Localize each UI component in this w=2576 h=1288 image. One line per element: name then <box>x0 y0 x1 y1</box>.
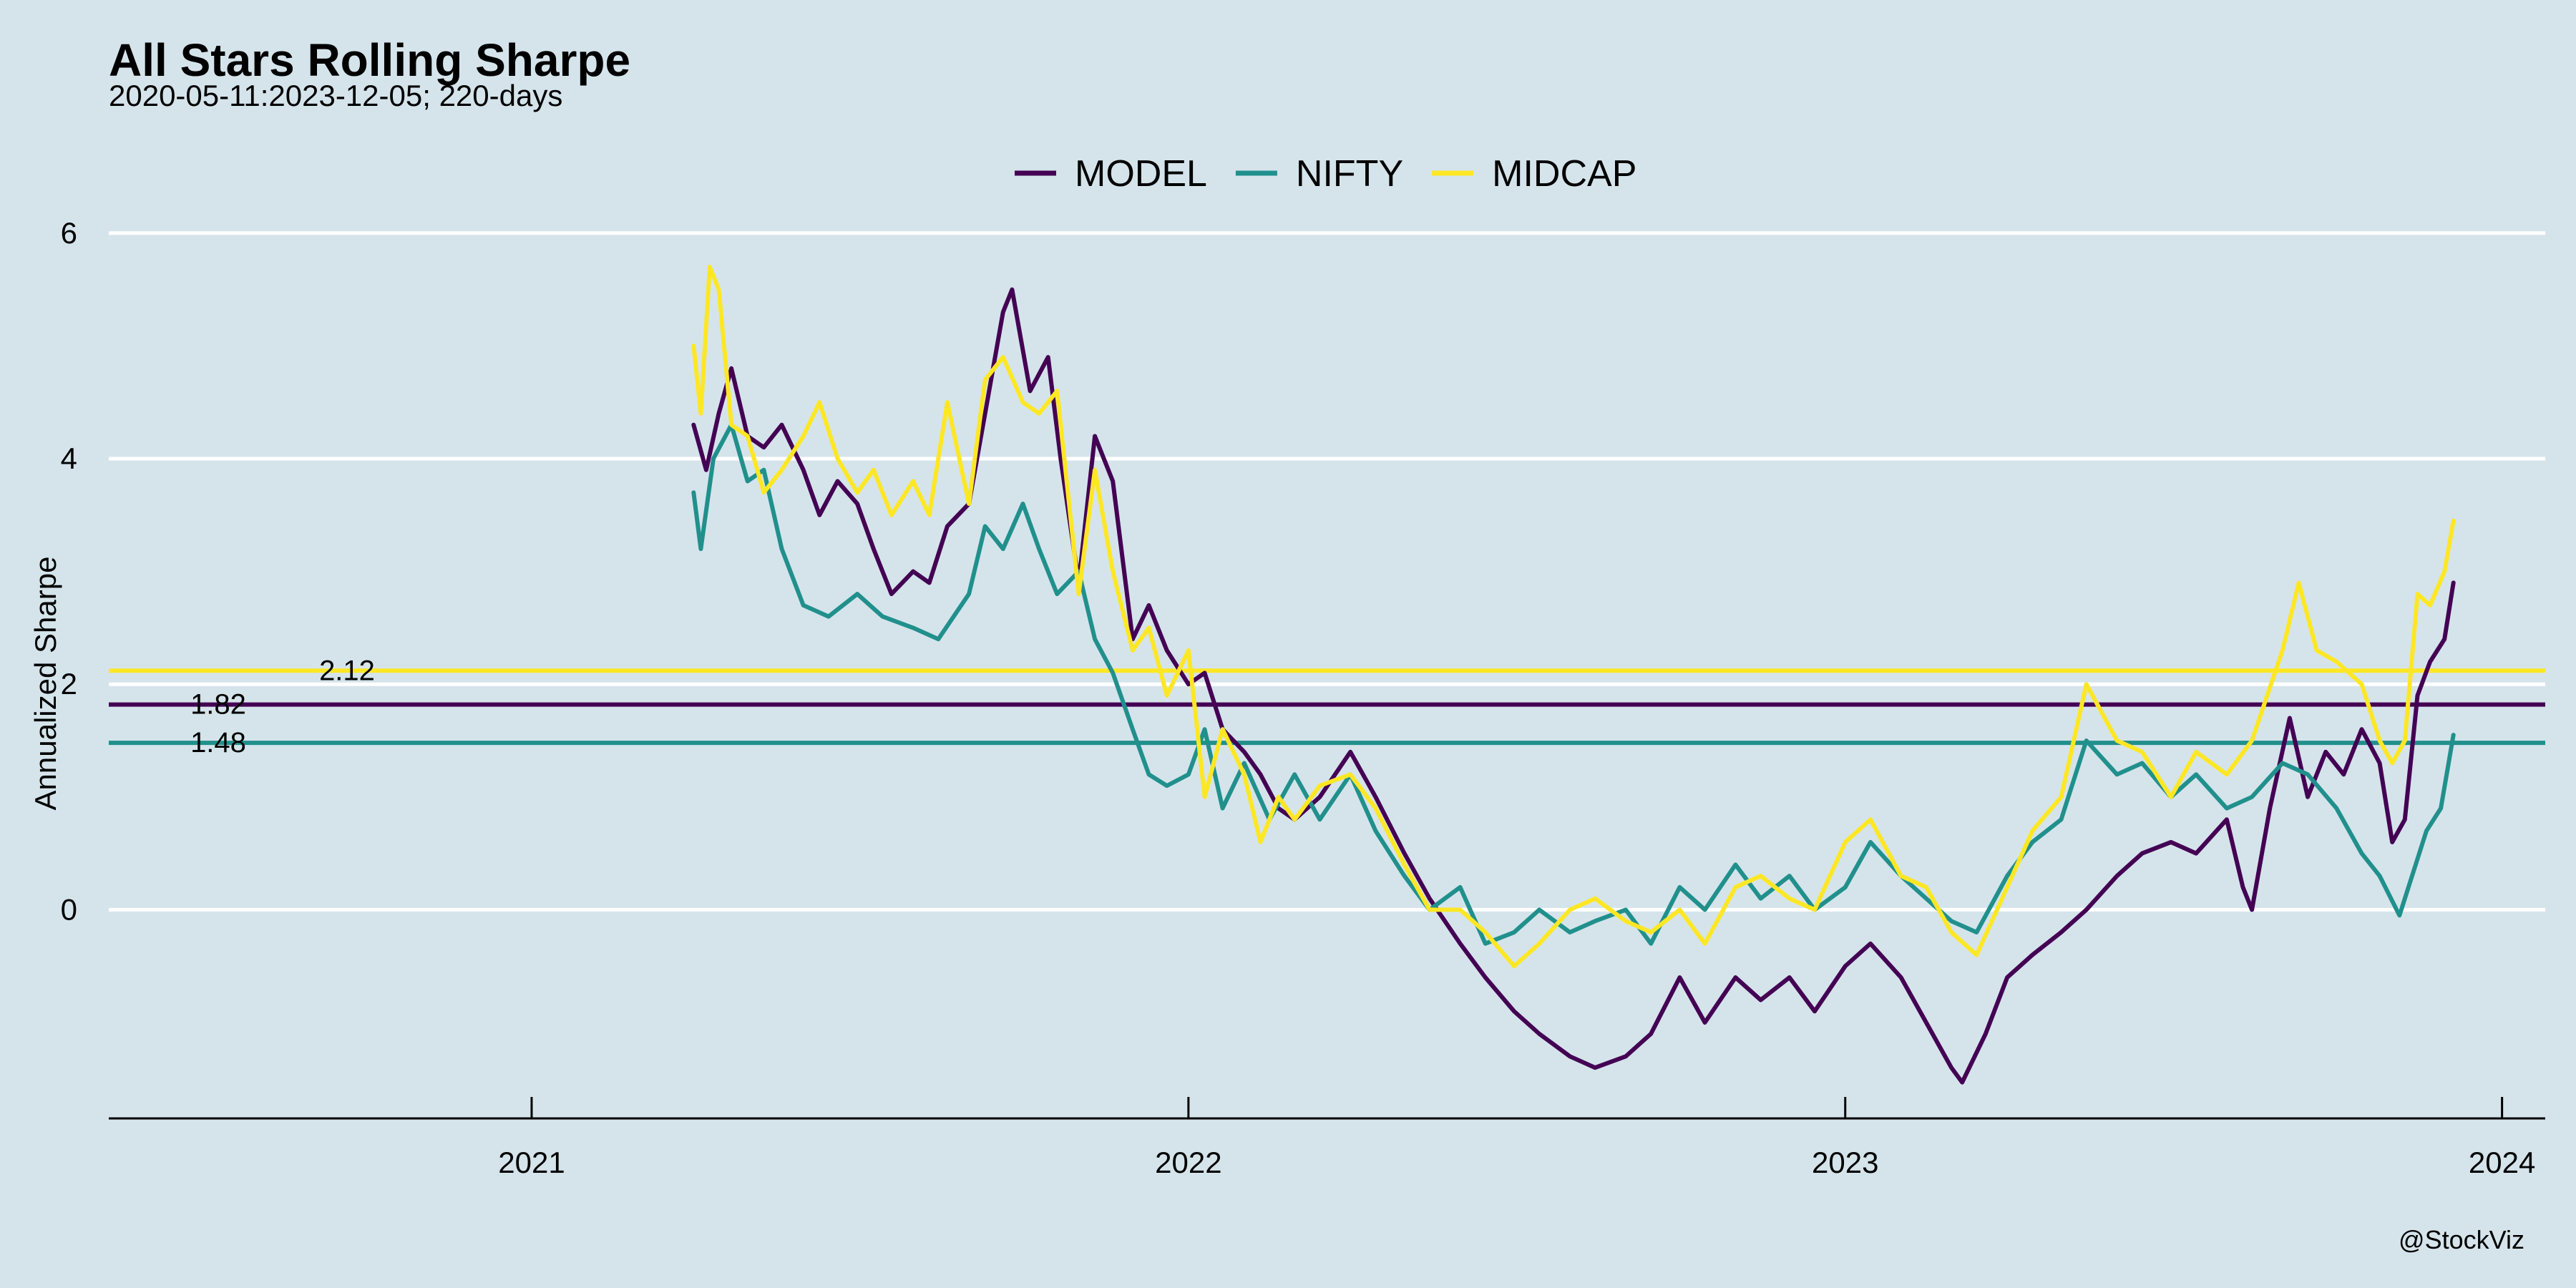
mean-label-nifty: 1.48 <box>190 727 246 758</box>
mean-label-midcap: 2.12 <box>319 655 375 686</box>
x-axis-ticks: 2021 2022 2023 2024 <box>498 1097 2535 1179</box>
series-line-midcap <box>691 265 2456 969</box>
legend-label-model: MODEL <box>1075 153 1207 195</box>
x-tick-label: 2022 <box>1155 1146 1221 1179</box>
y-axis-label: Annualized Sharpe <box>29 557 62 811</box>
legend-label-midcap: MIDCAP <box>1492 153 1636 195</box>
x-tick-label: 2023 <box>1812 1146 1878 1179</box>
mean-lines: 1.82 1.48 2.12 <box>109 655 2545 758</box>
mean-label-model: 1.82 <box>190 689 246 721</box>
legend-label-nifty: NIFTY <box>1296 153 1403 195</box>
series-line-model <box>691 287 2456 1085</box>
series-lines <box>691 265 2456 1085</box>
x-tick-label: 2024 <box>2469 1146 2535 1179</box>
y-tick-label: 0 <box>61 892 77 926</box>
chart-caption: @StockViz <box>2399 1225 2524 1254</box>
x-tick-label: 2021 <box>498 1146 565 1179</box>
y-tick-label: 4 <box>61 441 77 475</box>
chart-subtitle: 2020-05-11:2023-12-05; 220-days <box>109 79 562 112</box>
series-line-nifty <box>691 422 2456 946</box>
y-tick-label: 6 <box>61 216 77 250</box>
y-gridlines <box>109 231 2545 912</box>
chart-legend: MODEL NIFTY MIDCAP <box>1015 153 1636 195</box>
y-tick-label: 2 <box>61 667 77 701</box>
chart-title: All Stars Rolling Sharpe <box>109 34 630 86</box>
y-axis-ticks: 0 2 4 6 <box>61 216 77 927</box>
